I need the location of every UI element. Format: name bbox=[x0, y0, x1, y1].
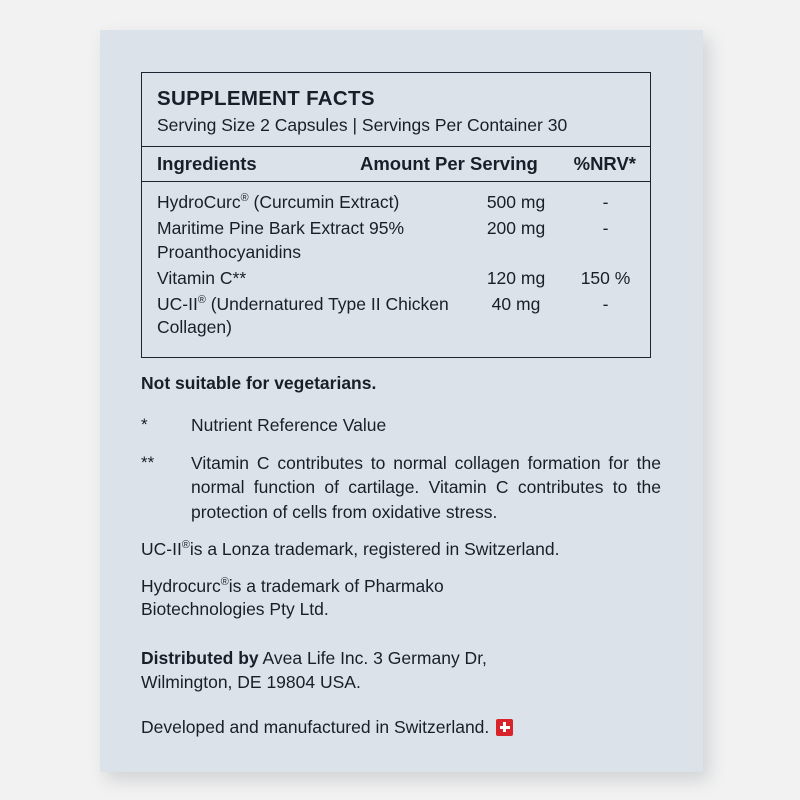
manufactured-text: Developed and manufactured in Switzerlan… bbox=[141, 716, 490, 737]
registered-trademark-icon: ® bbox=[181, 539, 190, 552]
trademark-note-hydrocurc-line2: Biotechnologies Pty Ltd. bbox=[141, 599, 329, 620]
ingredient-name: HydroCurc® (Curcumin Extract) bbox=[157, 191, 457, 214]
trademark-note-hydrocurc: Hydrocurc®is a trademark of Pharmako bbox=[141, 575, 661, 598]
table-body: HydroCurc® (Curcumin Extract) 500 mg - M… bbox=[142, 182, 650, 357]
distributor-line1: Distributed by Avea Life Inc. 3 Germany … bbox=[141, 647, 661, 670]
registered-trademark-icon: ® bbox=[197, 294, 206, 307]
ingredient-amount: 40 mg bbox=[491, 294, 541, 315]
table-row: Vitamin C** 120 mg 150 % bbox=[142, 267, 650, 290]
footnote-text: Vitamin C contributes to normal collagen… bbox=[191, 452, 661, 523]
ingredient-name-main: Maritime Pine Bark Extract 95% Proanthoc… bbox=[157, 218, 405, 262]
ingredient-name: Maritime Pine Bark Extract 95% Proanthoc… bbox=[157, 217, 457, 264]
table-row: HydroCurc® (Curcumin Extract) 500 mg - bbox=[142, 191, 650, 214]
table-row: UC-II® (Undernatured Type II Chicken Col… bbox=[142, 293, 650, 340]
ingredient-name-main: UC-II bbox=[157, 294, 198, 315]
distributor-address-1: Avea Life Inc. 3 Germany Dr, bbox=[258, 648, 487, 669]
column-header-ingredients: Ingredients bbox=[157, 152, 257, 174]
footnote-marker: ** bbox=[141, 452, 155, 472]
serving-size-line: Serving Size 2 Capsules | Servings Per C… bbox=[157, 115, 568, 136]
ingredient-amount: 500 mg bbox=[486, 191, 546, 212]
ingredient-name-main: HydroCurc bbox=[157, 191, 241, 212]
column-header-nrv: %NRV* bbox=[573, 152, 636, 174]
table-row: Maritime Pine Bark Extract 95% Proanthoc… bbox=[142, 217, 650, 264]
ingredient-amount: 120 mg bbox=[486, 267, 546, 288]
distributor-block: Distributed by Avea Life Inc. 3 Germany … bbox=[141, 647, 661, 693]
footnote-marker: * bbox=[141, 414, 148, 434]
trademark-rest: is a trademark of Pharmako bbox=[228, 576, 444, 597]
trademark-note-ucii: UC-II®is a Lonza trademark, registered i… bbox=[141, 538, 661, 561]
distributor-label: Distributed by bbox=[141, 648, 259, 669]
trademark-rest: is a Lonza trademark, registered in Swit… bbox=[189, 539, 560, 560]
ingredient-name-main: Vitamin C** bbox=[157, 267, 247, 288]
trademark-name: UC-II bbox=[141, 539, 182, 560]
footnote-vitamin-c: ** Vitamin C contributes to normal colla… bbox=[141, 451, 661, 526]
footnote-nrv: * Nutrient Reference Value bbox=[141, 413, 661, 438]
ingredient-nrv: - bbox=[602, 294, 609, 315]
vegetarian-note: Not suitable for vegetarians. bbox=[141, 373, 377, 393]
supplement-label-card: SUPPLEMENT FACTS Serving Size 2 Capsules… bbox=[100, 30, 703, 772]
column-header-amount: Amount Per Serving bbox=[360, 152, 538, 174]
supplement-facts-table: SUPPLEMENT FACTS Serving Size 2 Capsules… bbox=[141, 72, 651, 358]
ingredient-name-suffix: (Undernatured Type II Chicken Collagen) bbox=[157, 294, 449, 338]
ingredient-nrv: 150 % bbox=[580, 267, 631, 288]
manufactured-line: Developed and manufactured in Switzerlan… bbox=[141, 716, 661, 739]
ingredient-name: Vitamin C** bbox=[157, 267, 457, 290]
registered-trademark-icon: ® bbox=[240, 192, 249, 205]
facts-header: SUPPLEMENT FACTS Serving Size 2 Capsules… bbox=[142, 73, 650, 147]
ingredient-name: UC-II® (Undernatured Type II Chicken Col… bbox=[157, 293, 457, 340]
ingredient-nrv: - bbox=[602, 191, 609, 212]
registered-trademark-icon: ® bbox=[220, 576, 229, 589]
ingredient-nrv: - bbox=[602, 218, 609, 239]
distributor-line2: Wilmington, DE 19804 USA. bbox=[141, 671, 361, 692]
trademark-name: Hydrocurc bbox=[141, 576, 221, 597]
page-title: SUPPLEMENT FACTS bbox=[157, 87, 375, 110]
notes-section: Not suitable for vegetarians. * Nutrient… bbox=[141, 372, 661, 739]
footnote-text: Nutrient Reference Value bbox=[191, 414, 387, 435]
ingredient-name-suffix: (Curcumin Extract) bbox=[248, 191, 400, 212]
swiss-flag-icon bbox=[496, 718, 514, 736]
ingredient-amount: 200 mg bbox=[486, 218, 546, 239]
table-column-headers: Ingredients Amount Per Serving %NRV* bbox=[142, 147, 650, 182]
